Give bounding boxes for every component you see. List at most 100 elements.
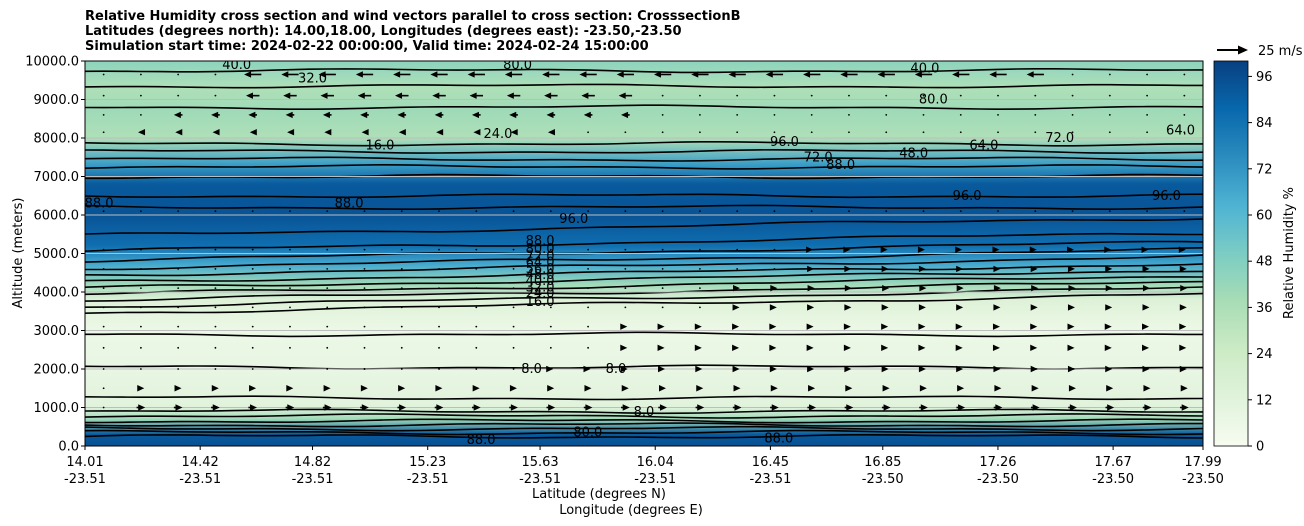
wind-vector-head <box>918 304 926 311</box>
contour-label: 32.0 <box>298 71 327 86</box>
y-tick-label: 9000.0 <box>34 93 80 108</box>
contour-label: 72.0 <box>526 250 555 265</box>
wind-vector <box>1034 131 1037 134</box>
title-line-3: Simulation start time: 2024-02-22 00:00:… <box>85 39 649 54</box>
wind-vector-head <box>1180 385 1188 392</box>
wind-vector <box>736 94 739 97</box>
colorbar-tick-label: 48 <box>1256 255 1273 270</box>
wind-vector <box>624 287 627 290</box>
wind-vector <box>1108 73 1111 76</box>
x-tick-label-lat: 17.99 <box>1184 455 1221 470</box>
wind-vector <box>736 210 739 213</box>
wind-vector <box>214 94 217 97</box>
wind-vector-head <box>914 71 922 78</box>
y-tick-label: 7000.0 <box>34 170 80 185</box>
wind-vector <box>997 210 999 213</box>
wind-vector-head <box>807 365 815 373</box>
wind-vector <box>661 94 664 97</box>
wind-vector <box>140 94 142 97</box>
wind-vector <box>214 368 217 370</box>
rh-contour-line <box>85 104 1203 111</box>
wind-vector-head <box>616 71 624 78</box>
x-tick-label-lon: -23.51 <box>519 472 561 487</box>
wind-vector <box>1146 210 1148 213</box>
wind-vector-head <box>469 92 477 99</box>
wind-vector-head <box>287 129 295 136</box>
wind-vector <box>773 94 776 97</box>
wind-vector-head <box>1069 404 1077 411</box>
title-line-2: Latitudes (degrees north): 14.00,18.00, … <box>85 24 682 39</box>
wind-vector <box>363 346 366 349</box>
wind-vector <box>624 248 627 251</box>
wind-vector-head <box>955 344 963 352</box>
wind-vector-head <box>840 71 848 78</box>
wind-vector-head <box>1181 404 1189 411</box>
wind-vector <box>400 346 403 349</box>
wind-vector <box>102 114 105 116</box>
wind-vector-head <box>958 404 966 411</box>
wind-vector-head <box>993 304 1001 311</box>
wind-vector <box>326 306 329 309</box>
wind-vector-head <box>956 265 964 273</box>
wind-vector <box>214 287 217 290</box>
wind-vector-head <box>691 71 699 78</box>
wind-vector <box>177 248 180 251</box>
wind-vector <box>438 287 440 290</box>
wind-vector-head <box>361 404 369 411</box>
rh-contour-line <box>85 232 1203 252</box>
wind-vector-head <box>918 344 926 352</box>
contour-label: 40.0 <box>526 274 555 289</box>
wind-vector <box>177 306 180 309</box>
wind-vector-head <box>732 304 740 311</box>
wind-vector <box>140 210 142 213</box>
wind-vector <box>1183 131 1186 134</box>
wind-vector <box>587 248 589 251</box>
wind-vector-head <box>175 404 183 411</box>
wind-vector-head <box>806 323 814 330</box>
x-tick-label-lat: 14.01 <box>66 455 103 470</box>
wind-vector <box>102 406 105 409</box>
wind-vector-head <box>473 404 481 411</box>
wind-vector-head <box>544 92 552 99</box>
wind-vector-head <box>803 71 811 78</box>
contour-label: 24.0 <box>526 287 555 302</box>
wind-vector <box>1108 94 1111 97</box>
x-axis-label-latitude: Latitude (degrees N) <box>532 487 666 502</box>
wind-vector <box>512 346 515 349</box>
contour-label: 48.0 <box>899 146 928 161</box>
wind-vector <box>1108 114 1111 116</box>
wind-vector-head <box>919 284 927 292</box>
wind-vector-head <box>1179 365 1187 373</box>
x-tick-label-lon: -23.51 <box>64 472 106 487</box>
wind-vector <box>251 325 254 328</box>
wind-vector <box>1183 114 1186 116</box>
contour-label: 96.0 <box>953 189 982 204</box>
wind-vector <box>997 131 999 134</box>
wind-vector-head <box>994 385 1002 392</box>
wind-vector <box>102 248 105 251</box>
y-tick-label: 10000.0 <box>25 55 79 70</box>
wind-vector <box>140 325 142 328</box>
wind-vector-head <box>286 385 294 392</box>
wind-vector-head <box>695 365 703 373</box>
wind-vector <box>549 346 552 349</box>
wind-vector <box>736 114 739 116</box>
rh-contour-line <box>85 141 1203 147</box>
wind-vector <box>699 268 701 270</box>
wind-vector <box>475 306 478 309</box>
wind-vector <box>661 268 664 270</box>
wind-vector <box>140 73 142 76</box>
wind-vector-head <box>357 92 365 99</box>
wind-vector <box>438 325 440 328</box>
wind-vector <box>587 325 589 328</box>
wind-vector-head <box>657 344 665 352</box>
wind-vector <box>214 306 217 309</box>
wind-vector <box>289 346 291 349</box>
wind-vector <box>140 114 142 116</box>
wind-vector-head <box>620 365 628 373</box>
wind-vector <box>736 268 739 270</box>
wind-vector-head <box>399 404 407 411</box>
wind-vector <box>289 325 291 328</box>
wind-vector-head <box>285 111 293 119</box>
wind-vector <box>549 287 552 290</box>
